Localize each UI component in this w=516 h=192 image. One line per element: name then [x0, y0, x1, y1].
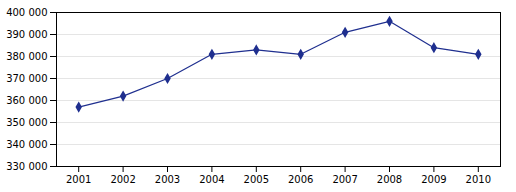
svg-text:350 000: 350 000 [6, 117, 47, 128]
svg-text:370 000: 370 000 [6, 73, 47, 84]
svg-text:400 000: 400 000 [6, 7, 47, 18]
svg-text:380 000: 380 000 [6, 51, 47, 62]
svg-text:330 000: 330 000 [6, 161, 47, 172]
svg-text:2010: 2010 [466, 174, 491, 185]
svg-text:2003: 2003 [155, 174, 180, 185]
svg-text:2004: 2004 [199, 174, 224, 185]
svg-text:390 000: 390 000 [6, 29, 47, 40]
svg-text:2002: 2002 [110, 174, 135, 185]
svg-text:360 000: 360 000 [6, 95, 47, 106]
svg-text:2006: 2006 [288, 174, 313, 185]
svg-text:340 000: 340 000 [6, 139, 47, 150]
svg-text:2001: 2001 [66, 174, 91, 185]
svg-text:2008: 2008 [377, 174, 402, 185]
svg-text:2009: 2009 [421, 174, 446, 185]
svg-text:2005: 2005 [244, 174, 269, 185]
svg-text:2007: 2007 [332, 174, 357, 185]
